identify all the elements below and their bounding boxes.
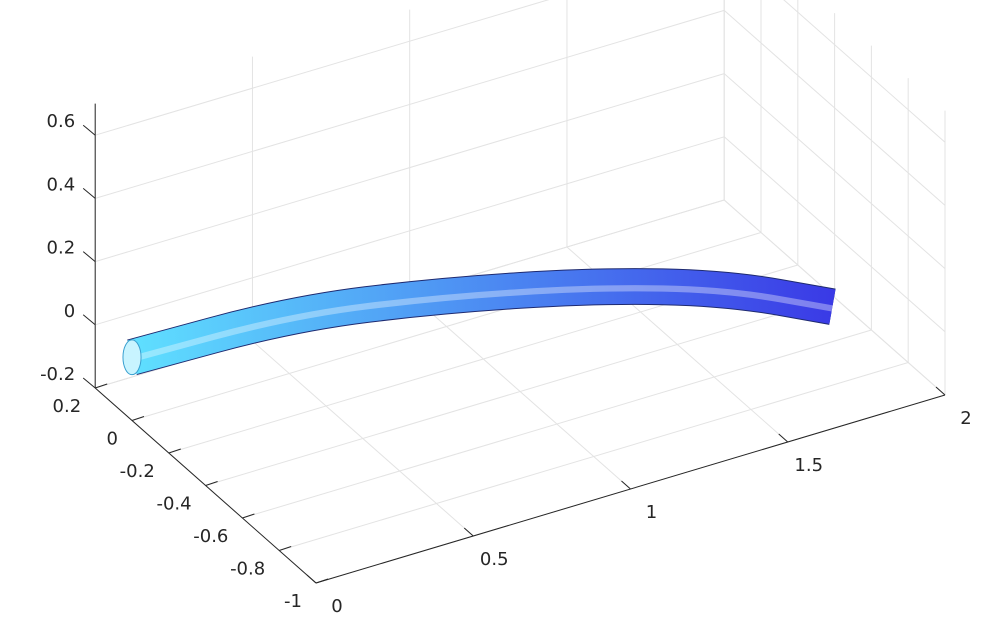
- tube: [127, 269, 836, 375]
- plot-area: 00.511.520.20-0.2-0.4-0.6-0.8-1-0.200.20…: [40, 0, 972, 617]
- y-tick-label: -1: [284, 591, 302, 612]
- grid-line: [279, 362, 909, 551]
- y-tick-label: -0.6: [193, 526, 228, 547]
- grid-line: [205, 297, 835, 486]
- y-tick: [242, 513, 255, 519]
- y-tick-label: 0.2: [53, 396, 82, 417]
- grid-line: [723, 136, 946, 333]
- grid-line: [723, 199, 946, 396]
- z-tick: [82, 377, 96, 389]
- grid-line: [95, 73, 725, 263]
- z-tick: [82, 124, 96, 136]
- z-tick-label: -0.2: [40, 364, 75, 385]
- x-tick-label: 2: [960, 408, 971, 429]
- grid-line: [95, 0, 550, 136]
- y-tick: [315, 578, 329, 584]
- y-tick: [279, 546, 292, 551]
- tube-highlight: [131, 285, 833, 363]
- y-tick: [168, 448, 181, 454]
- z-tick-label: 0: [64, 301, 75, 322]
- x-tick: [935, 386, 946, 396]
- grid-line: [723, 73, 946, 269]
- x-tick-label: 1.5: [794, 455, 823, 476]
- z-tick-label: 0.2: [47, 238, 76, 259]
- x-tick: [463, 527, 474, 537]
- y-tick: [95, 383, 108, 389]
- y-tick-label: -0.4: [156, 494, 191, 515]
- x-tick: [621, 480, 631, 490]
- x-tick: [778, 433, 789, 443]
- x-tick-label: 0: [331, 596, 342, 617]
- y-tick: [131, 416, 145, 421]
- grid-line: [723, 10, 946, 206]
- z-tick: [82, 314, 96, 326]
- grid-line: [242, 329, 872, 519]
- grid-line: [95, 9, 725, 199]
- y-tick: [205, 481, 218, 486]
- z-tick-label: 0.6: [47, 111, 76, 132]
- y-tick-label: 0: [107, 429, 118, 450]
- z-tick: [82, 188, 96, 199]
- y-tick-label: -0.2: [120, 461, 155, 482]
- tube-end: [122, 339, 142, 376]
- y-tick-label: -0.8: [230, 559, 265, 580]
- x-tick-label: 1: [646, 502, 657, 523]
- grid-line: [783, 0, 946, 143]
- z-tick: [82, 251, 96, 262]
- x-tick: [306, 574, 317, 584]
- grid-line: [95, 136, 725, 326]
- x-tick-label: 0.5: [480, 549, 509, 570]
- grid-line: [131, 232, 762, 421]
- z-tick-label: 0.4: [47, 174, 76, 195]
